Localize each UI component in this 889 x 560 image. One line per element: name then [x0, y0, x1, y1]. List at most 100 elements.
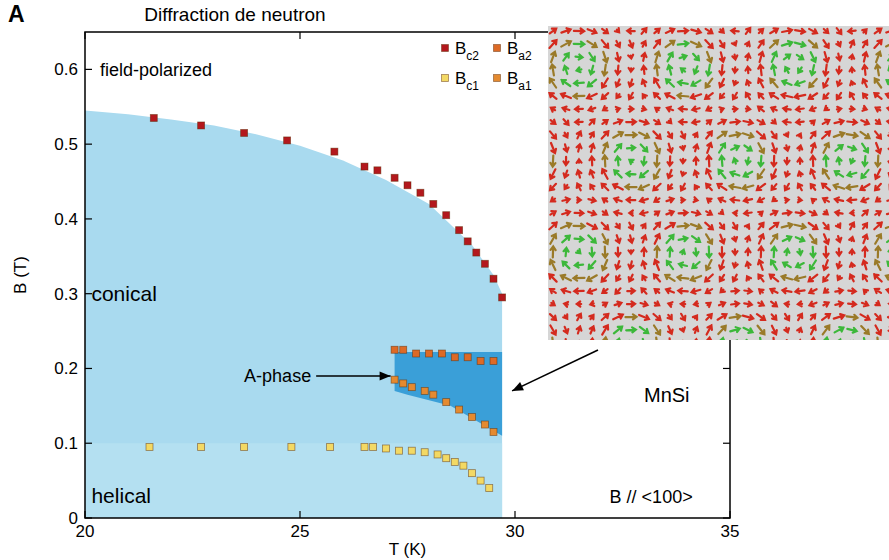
spin-arrow: [642, 276, 646, 281]
spin-arrow: [550, 211, 555, 215]
spin-arrow: [655, 234, 660, 244]
region-pointer: [316, 375, 390, 377]
spin-arrow: [574, 42, 585, 47]
spin-arrow: [668, 338, 673, 340]
spin-arrow: [850, 106, 855, 111]
spin-arrow: [731, 171, 740, 176]
spin-arrow: [616, 107, 620, 112]
spin-arrow: [678, 80, 688, 85]
y-tick: [85, 368, 92, 369]
data-point: [198, 122, 205, 129]
spin-arrow: [707, 326, 712, 335]
spin-arrow: [679, 107, 687, 112]
spin-arrow: [835, 327, 844, 332]
spin-arrow: [809, 29, 817, 34]
spin-arrow: [668, 185, 672, 190]
spin-arrow: [655, 289, 660, 293]
spin-arrow: [616, 275, 620, 280]
data-point: [490, 357, 497, 364]
spin-arrow: [771, 170, 776, 179]
spin-arrow: [626, 327, 636, 332]
spin-arrow: [706, 211, 712, 215]
spin-arrow: [785, 249, 790, 255]
spin-arrow: [720, 223, 724, 229]
spin-arrow: [758, 79, 763, 88]
spin-arrow: [667, 119, 671, 123]
spin-arrow: [861, 132, 870, 138]
spin-arrow: [757, 184, 765, 190]
data-point: [408, 447, 415, 454]
spin-arrow: [798, 158, 803, 164]
spin-arrow: [590, 327, 595, 334]
spin-arrow: [602, 289, 607, 293]
spin-arrow: [847, 133, 858, 138]
spin-arrow: [812, 199, 816, 203]
spin-arrow: [549, 274, 556, 281]
regions: [85, 111, 502, 518]
spin-arrow: [772, 52, 777, 62]
spin-arrow: [616, 53, 621, 61]
data-point: [481, 260, 488, 267]
data-point: [499, 294, 506, 301]
spin-arrow: [629, 235, 634, 242]
spin-arrow: [795, 81, 804, 86]
spin-arrow: [848, 29, 855, 34]
spin-arrow: [574, 94, 585, 99]
data-point: [417, 189, 424, 196]
spin-arrow: [798, 172, 803, 177]
spin-arrow: [563, 262, 570, 269]
spin-arrow: [629, 211, 633, 216]
spin-arrow: [835, 211, 842, 216]
spin-arrow: [720, 52, 725, 61]
spin-arrow: [694, 145, 699, 152]
spin-arrow: [798, 301, 802, 306]
spin-arrow: [550, 326, 556, 335]
annotation: field-polarized: [100, 60, 212, 80]
x-axis-title: T (K): [389, 540, 426, 559]
spin-arrow: [602, 120, 607, 124]
spin-arrow: [705, 223, 713, 230]
spin-arrow: [706, 132, 712, 139]
spin-arrow: [759, 275, 764, 282]
spin-arrow: [694, 171, 699, 177]
spin-arrow: [575, 263, 583, 268]
spin-arrow: [783, 236, 791, 241]
data-point: [241, 443, 248, 450]
spin-arrow: [863, 41, 867, 48]
spin-arrow: [785, 184, 789, 190]
spin-arrow: [668, 156, 673, 165]
spin-arrow: [719, 144, 725, 153]
spin-arrow: [823, 79, 828, 88]
spin-arrow: [773, 197, 777, 201]
annotation: MnSi: [644, 384, 690, 406]
y-tick-label: 0.4: [54, 210, 78, 229]
spin-arrow: [718, 326, 725, 334]
spin-arrow: [758, 156, 763, 166]
spin-arrow: [681, 302, 685, 307]
x-tick: [299, 32, 300, 39]
spin-arrow: [655, 212, 659, 216]
spin-arrow: [719, 210, 723, 214]
spin-arrow: [718, 184, 727, 190]
spin-arrow: [668, 326, 673, 334]
spin-arrow: [602, 223, 609, 230]
spin-arrow: [563, 53, 568, 60]
spin-arrow: [862, 156, 867, 166]
spin-arrow: [770, 93, 778, 99]
spin-arrow: [733, 223, 737, 229]
spin-arrow: [758, 170, 764, 179]
spin-arrow: [835, 119, 844, 124]
spin-arrow: [862, 302, 868, 307]
spin-arrow: [876, 120, 880, 124]
data-point: [421, 387, 428, 394]
spin-arrow: [823, 302, 828, 306]
spin-arrow: [758, 120, 765, 124]
panel-label: A: [8, 1, 25, 27]
spin-arrow: [771, 211, 777, 216]
spin-arrow: [655, 198, 660, 202]
spin-arrow: [641, 302, 648, 307]
spin-arrow: [733, 93, 737, 99]
spin-arrow: [795, 42, 805, 47]
data-points: [146, 114, 506, 491]
spin-arrow: [602, 314, 609, 320]
